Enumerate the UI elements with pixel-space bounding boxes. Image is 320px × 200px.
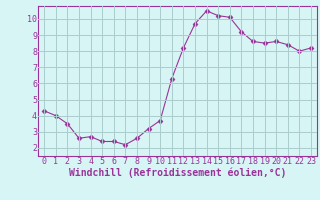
X-axis label: Windchill (Refroidissement éolien,°C): Windchill (Refroidissement éolien,°C) (69, 168, 286, 178)
